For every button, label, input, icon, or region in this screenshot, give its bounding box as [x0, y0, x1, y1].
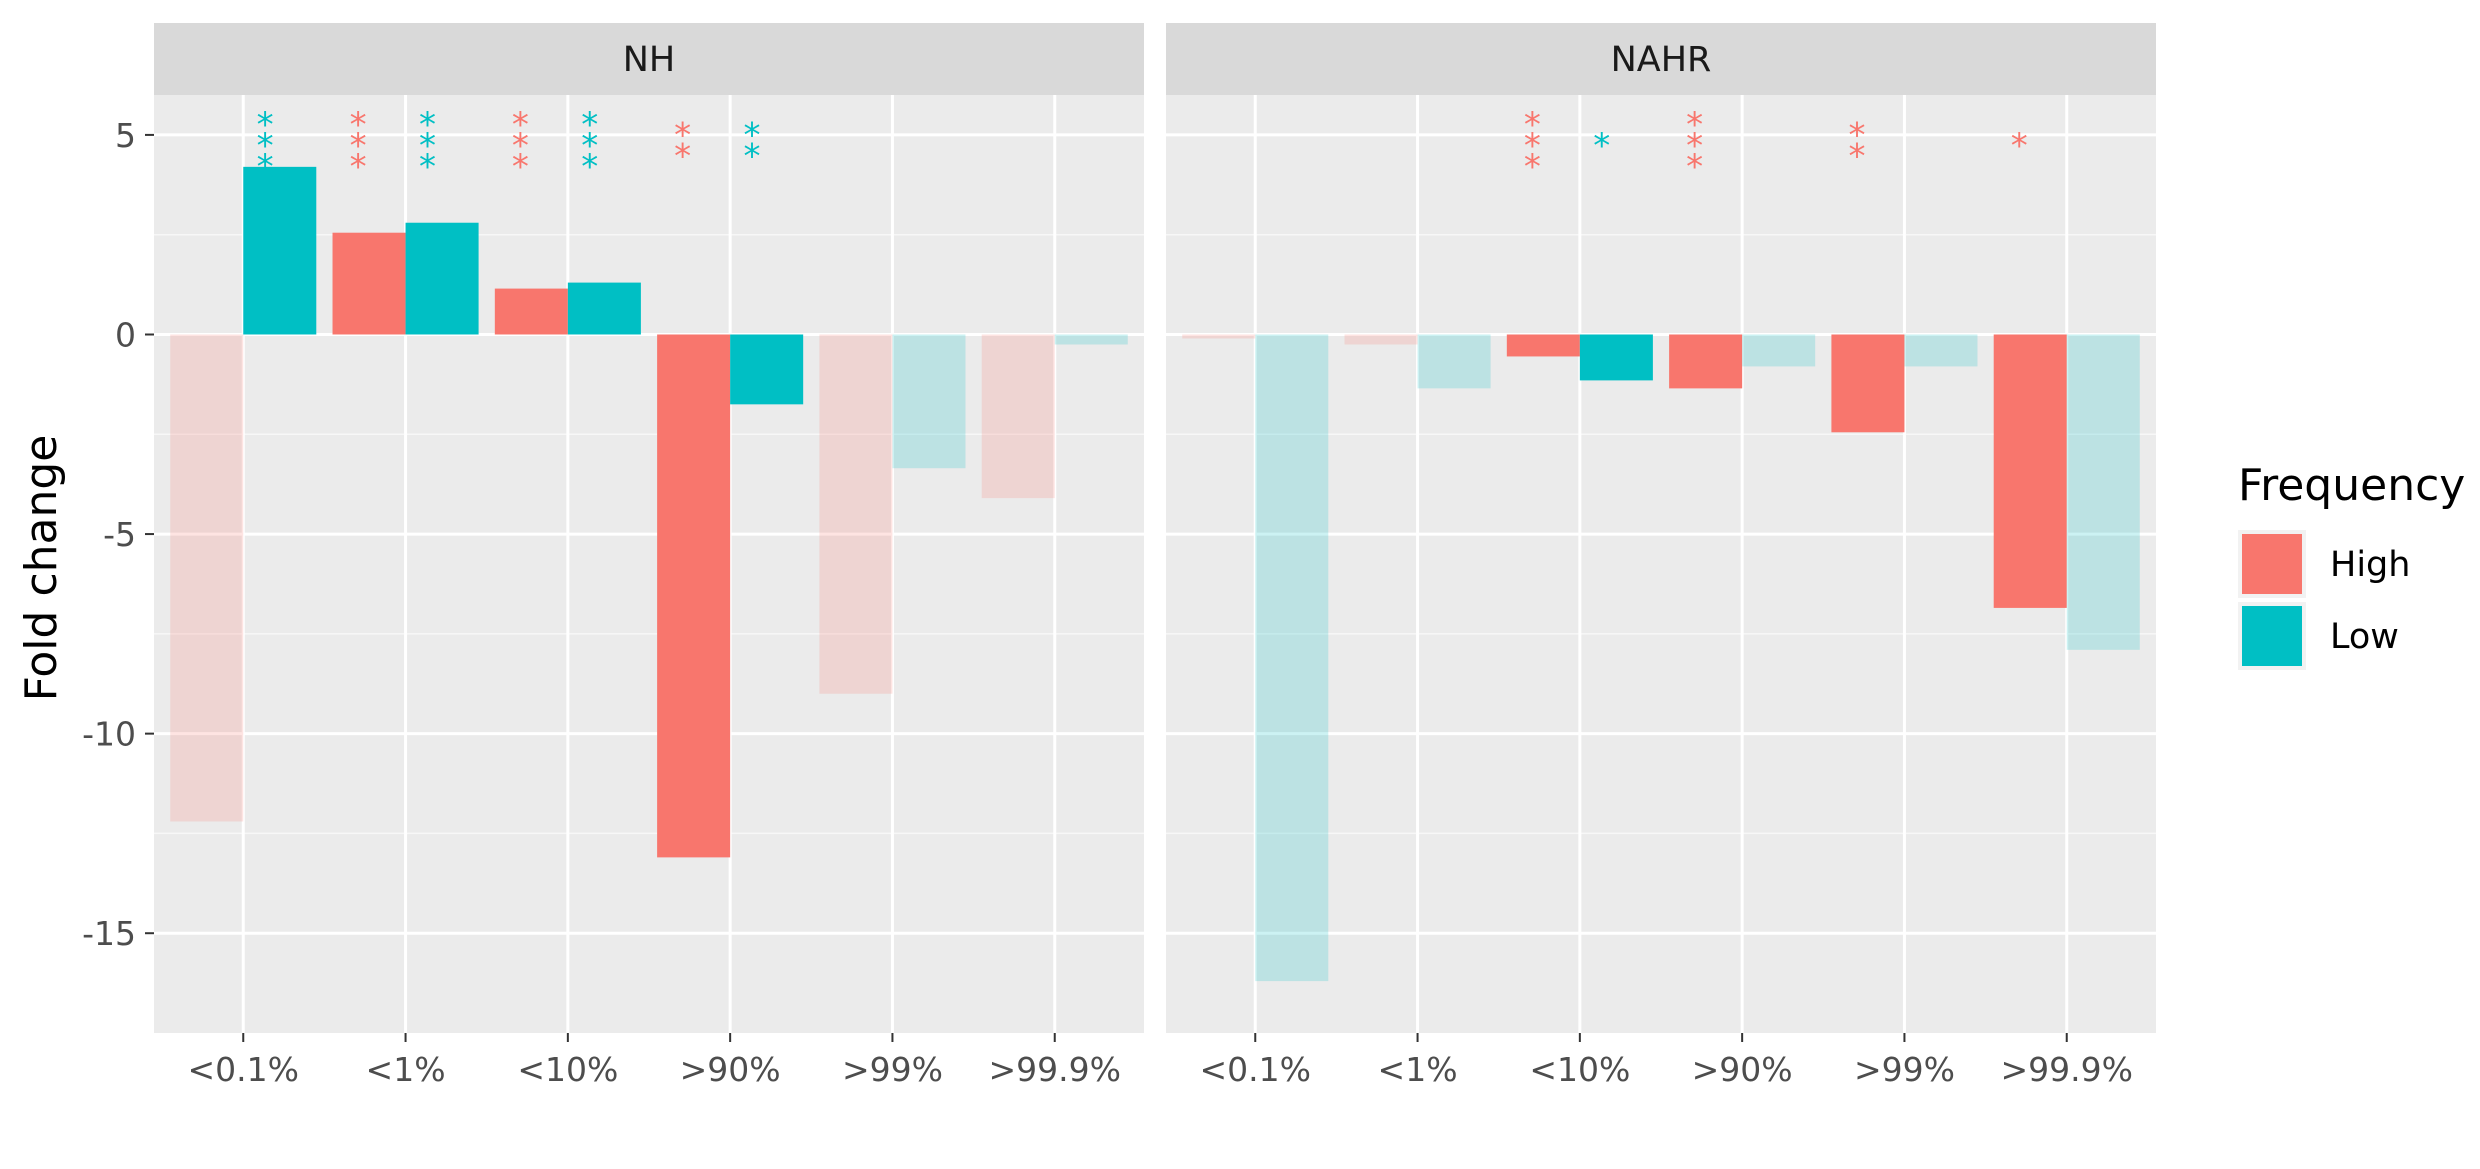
significance-star: * — [674, 136, 691, 176]
x-tick-label: <10% — [1529, 1050, 1630, 1089]
bar-high-1 — [1344, 334, 1418, 345]
significance-star: * — [674, 115, 691, 155]
bar-high-3 — [1669, 334, 1743, 389]
significance-star: * — [1524, 105, 1541, 145]
legend-entries: High Low — [2238, 530, 2410, 670]
y-tick-label: 5 — [115, 116, 136, 155]
legend-title: Frequency — [2238, 460, 2465, 511]
panel-nahr: NAHR******** **<0.1% <1% <10% >90% >99% >99.9% — [1166, 23, 2156, 1089]
significance-star: * — [257, 147, 274, 187]
x-tick-label: <0.1% — [1200, 1050, 1312, 1089]
significance-star: * — [1593, 126, 1610, 166]
bar-high-3 — [657, 334, 731, 858]
bar-low-5 — [2066, 334, 2140, 650]
significance-star: * — [512, 147, 529, 187]
x-tick-label: <1% — [366, 1050, 446, 1089]
significance-star: * — [350, 147, 367, 187]
significance-star: * — [581, 126, 598, 166]
significance-star: * — [350, 126, 367, 166]
plot-background — [154, 95, 1144, 1033]
bar-low-1 — [1417, 334, 1491, 389]
y-tick-label: 0 — [115, 315, 136, 354]
bar-low-5 — [1054, 334, 1128, 345]
legend-label-low: Low — [2330, 617, 2399, 657]
significance-star: * — [419, 105, 436, 145]
y-tick-label: -15 — [82, 914, 136, 953]
x-tick-label: <0.1% — [188, 1050, 300, 1089]
significance-star: * — [581, 105, 598, 145]
significance-star: * — [419, 126, 436, 166]
bar-low-3 — [730, 334, 804, 405]
x-tick-label: >90% — [680, 1050, 781, 1089]
bar-low-1 — [405, 222, 479, 335]
y-axis: 5 0 -5 -10 -15 — [82, 116, 154, 953]
facet-strip-label: NAHR — [1611, 40, 1712, 80]
panel-nh: NH*******************<0.1% <1% <10% >90% >99… — [154, 23, 1144, 1089]
significance-star: * — [1686, 147, 1703, 187]
bar-high-4 — [819, 334, 893, 694]
y-tick-label: -10 — [82, 715, 136, 754]
x-tick-label: >90% — [1692, 1050, 1793, 1089]
significance-star: * — [1524, 126, 1541, 166]
significance-star: * — [419, 147, 436, 187]
y-tick-label: -5 — [103, 515, 136, 554]
significance-star: * — [744, 115, 761, 155]
significance-star: * — [2011, 126, 2028, 166]
legend-key-high — [2242, 534, 2302, 594]
significance-star: * — [1848, 115, 1865, 155]
significance-star: * — [1686, 126, 1703, 166]
significance-star: * — [257, 126, 274, 166]
x-tick-label: >99.9% — [2000, 1050, 2132, 1089]
y-axis-title: Fold change — [16, 435, 67, 702]
x-tick-label: <10% — [517, 1050, 618, 1089]
bar-low-2 — [567, 282, 641, 335]
bar-high-2 — [1506, 334, 1580, 357]
significance-star: * — [1686, 105, 1703, 145]
significance-star: * — [1848, 136, 1865, 176]
bar-high-5 — [981, 334, 1055, 499]
significance-star: * — [350, 105, 367, 145]
significance-star: * — [581, 147, 598, 187]
facet-strip — [1166, 23, 2156, 95]
significance-star: * — [744, 136, 761, 176]
x-tick-label: >99% — [1854, 1050, 1955, 1089]
bar-low-2 — [1579, 334, 1653, 381]
bar-low-4 — [1904, 334, 1978, 367]
facet-strip — [154, 23, 1144, 95]
bar-high-2 — [494, 288, 568, 335]
bar-high-4 — [1831, 334, 1905, 433]
bar-high-0 — [170, 334, 244, 822]
x-tick-label: >99.9% — [988, 1050, 1120, 1089]
panels-layer: NH*******************<0.1% <1% <10% >90% >99… — [82, 23, 2156, 1089]
bar-low-3 — [1742, 334, 1816, 367]
x-tick-label: >99% — [842, 1050, 943, 1089]
bar-low-0 — [1255, 334, 1329, 982]
x-tick-label: <1% — [1378, 1050, 1458, 1089]
facet-strip-label: NH — [623, 40, 676, 80]
bar-high-1 — [332, 232, 406, 335]
bar-high-5 — [1993, 334, 2067, 608]
legend-label-high: High — [2330, 545, 2410, 585]
legend-key-low — [2242, 606, 2302, 666]
bar-low-0 — [243, 166, 317, 335]
significance-star: * — [512, 126, 529, 166]
significance-star: * — [257, 105, 274, 145]
significance-star: * — [512, 105, 529, 145]
legend: Frequency High Low — [2238, 460, 2465, 670]
bar-low-4 — [892, 334, 966, 469]
bar-high-0 — [1182, 334, 1256, 339]
significance-star: * — [1524, 147, 1541, 187]
plot-background — [1166, 95, 2156, 1033]
